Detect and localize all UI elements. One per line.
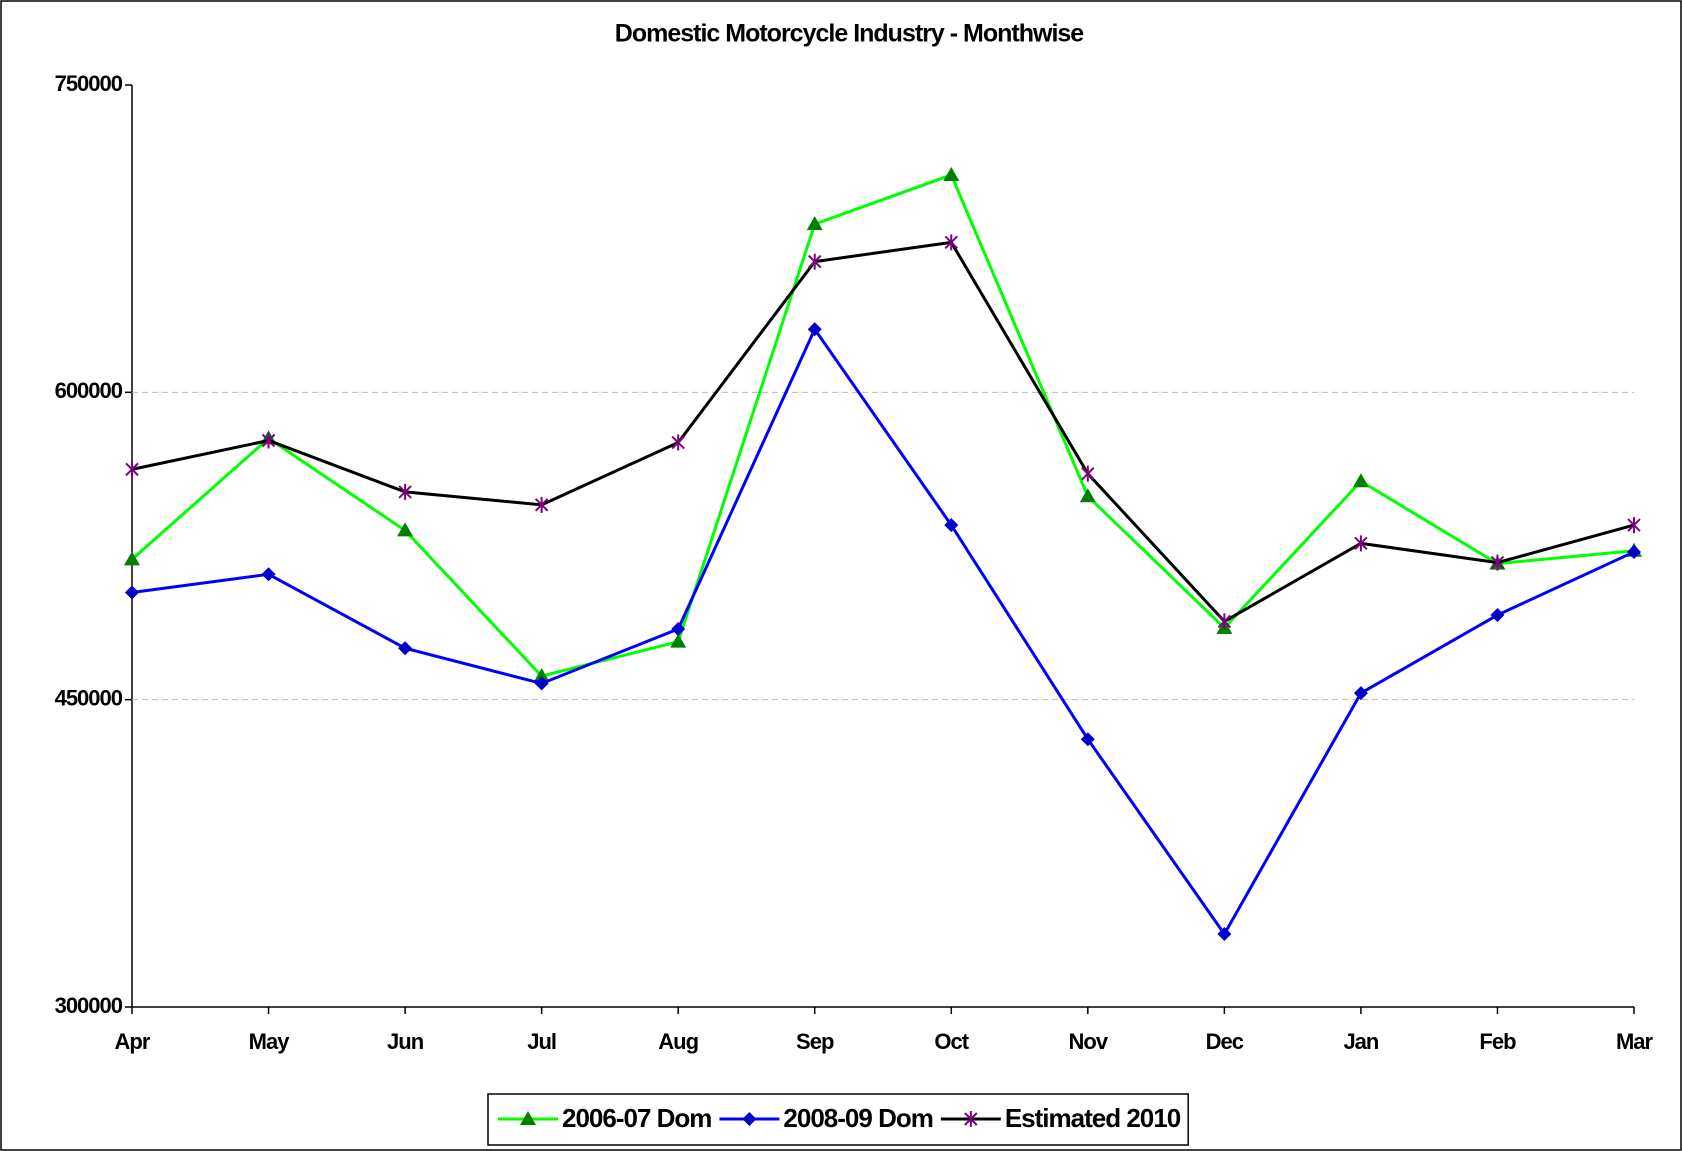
y-tick-label: 300000 — [55, 993, 123, 1018]
x-tick-label: May — [249, 1029, 291, 1054]
marker — [1627, 544, 1641, 559]
series-line — [131, 240, 1635, 624]
y-tick-label: 750000 — [55, 71, 123, 96]
marker — [1353, 686, 1368, 701]
marker — [124, 551, 140, 566]
x-tick-label: Jul — [527, 1029, 556, 1054]
marker — [1217, 927, 1232, 942]
marker — [125, 461, 139, 478]
marker — [1490, 554, 1505, 571]
marker — [671, 434, 685, 451]
x-tick-label: Nov — [1069, 1029, 1109, 1054]
x-tick-label: Apr — [115, 1029, 151, 1054]
x-tick-label: Feb — [1479, 1029, 1516, 1054]
marker — [1080, 732, 1095, 747]
marker — [1627, 517, 1641, 534]
marker — [534, 496, 549, 513]
legend-label: 2008-09 Dom — [783, 1103, 932, 1133]
chart-title: Domestic Motorcycle Industry - Monthwise — [615, 20, 1085, 48]
marker — [261, 567, 276, 582]
marker — [1079, 488, 1096, 503]
marker — [944, 518, 959, 533]
marker — [261, 432, 276, 449]
y-tick-label: 450000 — [55, 685, 123, 710]
x-tick-label: Oct — [934, 1029, 969, 1054]
marker — [943, 166, 960, 181]
legend-box — [487, 1093, 1189, 1146]
marker — [671, 621, 686, 636]
legend: 2006-07 Dom 2008-09 Dom Estimated 2010 — [487, 1093, 1189, 1146]
marker — [807, 322, 822, 337]
marker — [398, 641, 413, 656]
marker — [398, 483, 412, 500]
marker — [964, 1111, 978, 1127]
marker — [944, 234, 958, 251]
series-line — [131, 326, 1635, 937]
x-tick-label: Jan — [1343, 1029, 1378, 1054]
marker — [1217, 613, 1232, 630]
marker — [1352, 473, 1369, 488]
marker — [533, 668, 550, 683]
marker — [520, 1111, 536, 1125]
marker — [397, 522, 414, 537]
marker — [534, 676, 549, 691]
x-tick-label: Jun — [387, 1029, 424, 1054]
x-tick-label: Sep — [796, 1029, 834, 1054]
marker — [806, 216, 823, 231]
marker — [1081, 465, 1095, 482]
legend-label: 2006-07 Dom — [562, 1103, 711, 1133]
y-tick-label: 600000 — [55, 378, 123, 403]
legend-label: Estimated 2010 — [1005, 1103, 1181, 1133]
x-tick-label: Mar — [1616, 1029, 1654, 1054]
marker — [1354, 535, 1368, 552]
marker — [1490, 608, 1505, 623]
x-tick-label: Aug — [658, 1029, 698, 1054]
series-line — [131, 173, 1635, 678]
marker — [670, 633, 687, 648]
marker — [742, 1112, 757, 1126]
x-tick-label: Dec — [1206, 1029, 1244, 1054]
marker — [125, 585, 139, 600]
marker — [808, 253, 822, 270]
